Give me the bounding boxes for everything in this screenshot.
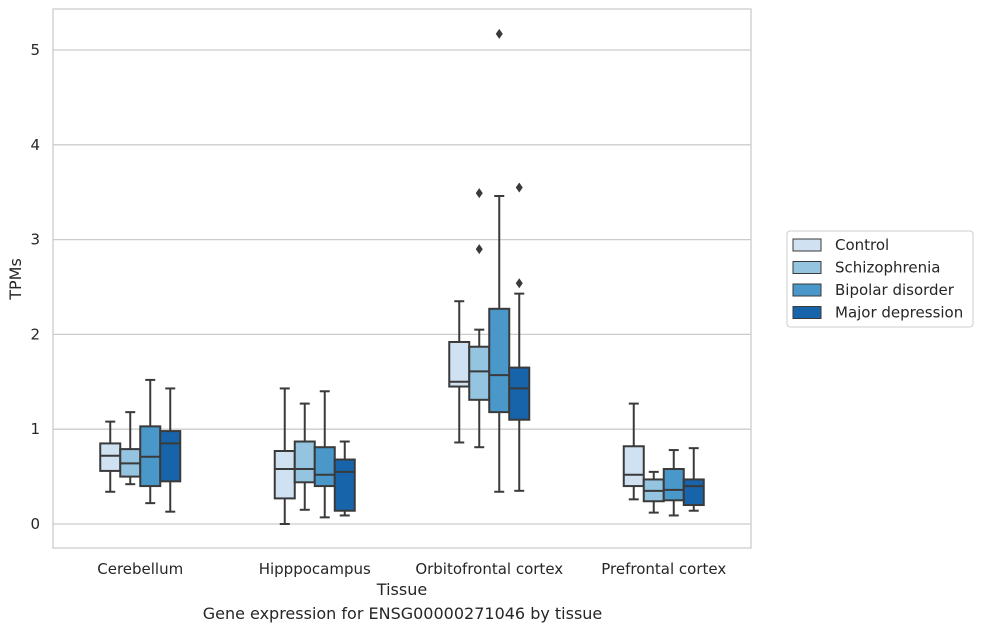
box-2-2 [488, 28, 511, 493]
x-tick-label-2: Orbitofrontal cortex [415, 560, 563, 578]
plot-area-frame [52, 8, 752, 549]
box-body [508, 366, 531, 421]
y-tick-label-3: 3 [30, 231, 40, 249]
x-tick-label-1: Hipppocampus [259, 560, 371, 578]
box-body [99, 442, 122, 472]
box-body [468, 345, 491, 401]
x-axis-ticks: Cerebellum Hipppocampus Orbitofrontal cort… [97, 560, 726, 578]
box-2-3 [662, 449, 685, 517]
outlier-point-0 [475, 244, 483, 255]
legend: Control Schizophrenia Bipolar disorder Majo… [786, 230, 974, 328]
legend-label-1: Schizophrenia [835, 259, 940, 277]
box-body [662, 468, 685, 502]
legend-frame [786, 230, 974, 328]
box-1-1 [293, 402, 316, 511]
figure-caption: Gene expression for ENSG00000271046 by t… [202, 604, 603, 623]
y-tick-label-4: 4 [30, 136, 40, 154]
outlier-point-0 [515, 278, 523, 289]
box-body [273, 450, 296, 500]
outlier-point-1 [475, 188, 483, 199]
legend-swatch-0 [792, 238, 822, 252]
outlier-point-1 [515, 182, 523, 193]
box-body [313, 446, 336, 488]
box-0-3 [622, 402, 645, 501]
box-0-1 [273, 387, 296, 525]
y-axis-ticks: 0 1 2 3 4 5 [30, 41, 40, 533]
legend-swatch-2 [792, 283, 822, 297]
box-1-0 [119, 411, 142, 486]
box-2-1 [313, 390, 336, 519]
box-2-0 [139, 378, 162, 505]
box-body [333, 458, 356, 512]
box-body [622, 445, 645, 488]
y-tick-label-1: 1 [30, 420, 40, 438]
legend-swatch-3 [792, 306, 822, 319]
box-body [293, 440, 316, 484]
box-0-2 [448, 300, 471, 444]
box-body [488, 307, 511, 414]
box-0-0 [99, 420, 122, 493]
y-axis-label: TPMs [6, 258, 25, 301]
outlier-point-0 [495, 28, 503, 39]
legend-label-2: Bipolar disorder [835, 281, 955, 299]
box-body [159, 430, 182, 483]
x-tick-label-3: Prefrontal cortex [601, 560, 726, 578]
x-tick-label-0: Cerebellum [97, 560, 183, 578]
box-body [448, 340, 471, 388]
box-1-2 [468, 188, 491, 449]
box-3-0 [159, 387, 182, 513]
y-tick-label-5: 5 [30, 41, 40, 59]
box-3-3 [682, 447, 705, 512]
box-body [682, 478, 705, 507]
legend-label-3: Major depression [835, 304, 963, 322]
box-3-2 [508, 182, 531, 492]
legend-swatch-1 [792, 261, 822, 274]
box-1-3 [642, 470, 665, 514]
y-tick-label-2: 2 [30, 325, 40, 343]
boxes [99, 28, 705, 525]
box-3-1 [333, 440, 356, 517]
x-axis-label: Tissue [376, 580, 427, 599]
y-tick-label-0: 0 [30, 515, 40, 533]
legend-label-0: Control [835, 236, 889, 254]
